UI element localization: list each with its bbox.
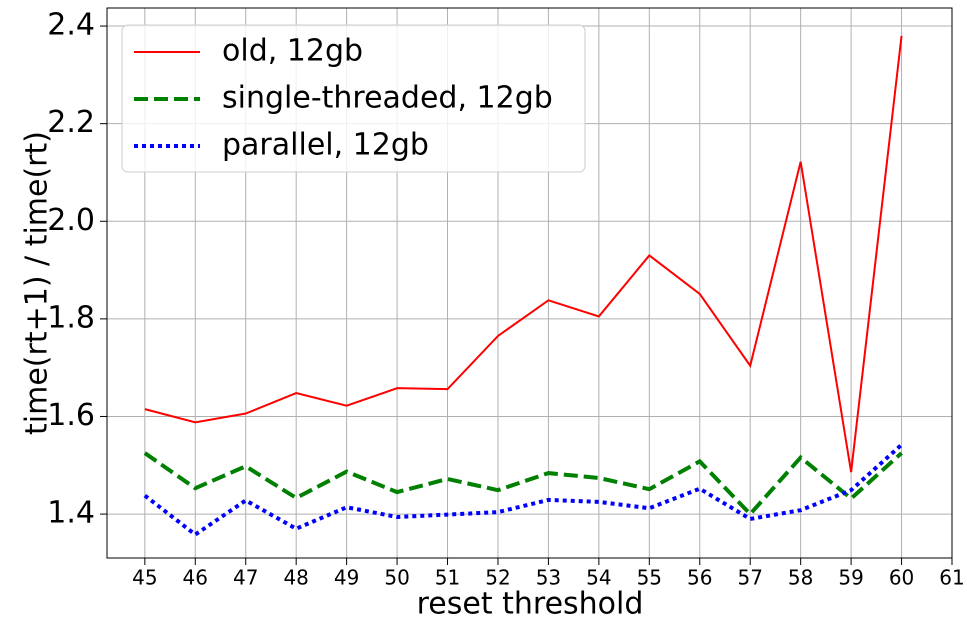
x-tick-label: 53	[536, 566, 561, 590]
legend-label: old, 12gb	[222, 34, 363, 69]
x-tick-label: 47	[233, 566, 258, 590]
y-tick-label: 1.4	[47, 496, 95, 531]
series-line	[144, 35, 903, 473]
y-axis-label: time(rt+1) / time(rt)	[20, 131, 55, 435]
series-line	[143, 443, 903, 538]
x-tick-label: 59	[838, 566, 863, 590]
x-tick-label: 52	[485, 566, 510, 590]
x-tick-label: 60	[889, 566, 914, 590]
x-tick-label: 49	[334, 566, 359, 590]
x-tick-label: 45	[132, 566, 157, 590]
legend-box	[121, 24, 586, 173]
x-axis-label: reset threshold	[417, 587, 644, 622]
x-tick-label: 46	[183, 566, 208, 590]
plot-frame	[106, 7, 953, 559]
x-tick-label: 48	[283, 566, 308, 590]
x-tick-label: 51	[435, 566, 460, 590]
y-tick-label: 2.0	[47, 203, 95, 238]
y-tick-label: 2.2	[47, 105, 95, 140]
x-tick-label: 57	[737, 566, 762, 590]
y-tick-label: 2.4	[47, 8, 95, 43]
x-tick-label: 61	[939, 566, 964, 590]
x-tick-label: 58	[788, 566, 813, 590]
x-tick-label: 54	[586, 566, 611, 590]
x-tick-label: 50	[384, 566, 409, 590]
y-tick-label: 1.6	[47, 398, 95, 433]
legend-label: single-threaded, 12gb	[222, 81, 553, 116]
y-tick-label: 1.8	[47, 300, 95, 335]
legend: old, 12gb single-threaded, 12gb parallel, …	[121, 24, 586, 173]
x-tick-label: 55	[637, 566, 662, 590]
series-line	[143, 451, 903, 518]
x-tick-label: 56	[687, 566, 712, 590]
legend-label: parallel, 12gb	[222, 128, 429, 163]
